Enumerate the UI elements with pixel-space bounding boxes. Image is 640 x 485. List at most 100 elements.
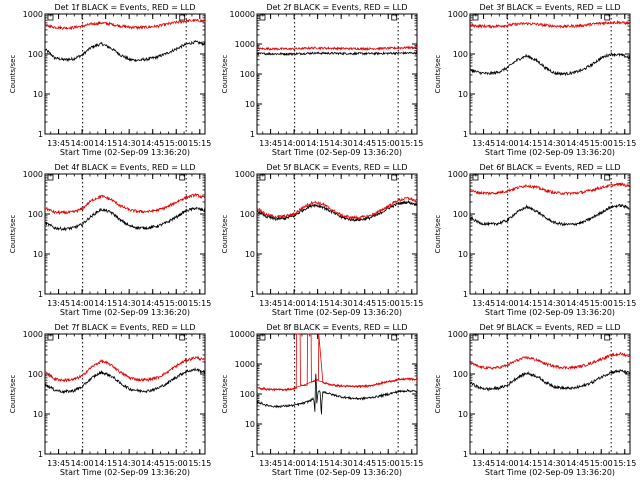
y-tick-label: 10 — [33, 250, 43, 259]
x-tick-label: 14:15 — [519, 139, 542, 148]
x-tick-label: 15:15 — [613, 459, 636, 468]
y-tick-label: 1 — [38, 450, 43, 459]
y-tick-label: 100 — [28, 50, 43, 59]
y-tick-label: 100 — [28, 210, 43, 219]
y-tick-label: 100 — [240, 70, 255, 79]
top-marker-box — [472, 174, 479, 181]
x-tick-label: 15:15 — [400, 459, 423, 468]
top-marker-box — [259, 334, 266, 341]
x-tick-label: 13:45 — [472, 139, 495, 148]
x-tick-label: 15:00 — [590, 299, 613, 308]
top-marker-box — [604, 14, 611, 21]
y-tick-label: 1 — [463, 290, 468, 299]
top-marker-box — [604, 334, 611, 341]
y-tick-label: 1000 — [448, 170, 468, 179]
chart-panel-5: Det 5f BLACK = Events, RED = LLD 1 10 100 10… — [221, 163, 423, 317]
chart-panel-2: Det 2f BLACK = Events, RED = LLD 1 10 100 10… — [221, 3, 423, 157]
series-line-events — [469, 52, 631, 77]
y-tick-label: 100 — [453, 370, 468, 379]
x-tick-label: 14:30 — [330, 459, 353, 468]
x-tick-label: 14:15 — [306, 459, 329, 468]
top-marker-box — [179, 14, 186, 21]
x-axis-label: Start Time (02-Sep-09 13:36:20) — [272, 148, 402, 157]
series-line-events — [44, 206, 206, 232]
series-line-events — [256, 199, 418, 222]
top-marker-box — [391, 14, 398, 21]
chart-title: Det 9f BLACK = Events, RED = LLD — [479, 323, 620, 332]
y-axis-label: Counts/sec — [434, 55, 442, 94]
x-tick-label: 15:15 — [188, 139, 211, 148]
x-tick-label: 13:45 — [259, 459, 282, 468]
x-tick-label: 15:15 — [613, 139, 636, 148]
x-tick-label: 14:45 — [141, 299, 164, 308]
x-tick-label: 13:45 — [259, 299, 282, 308]
plot-frame — [469, 333, 631, 455]
top-marker-box — [259, 174, 266, 181]
y-tick-label: 1 — [250, 130, 255, 139]
series-line-lld — [470, 352, 631, 371]
top-marker-box — [259, 14, 266, 21]
series-line-lld — [469, 181, 631, 196]
x-tick-label: 14:30 — [543, 459, 566, 468]
y-tick-label: 1000 — [23, 170, 43, 179]
x-tick-label: 13:45 — [47, 139, 70, 148]
x-tick-label: 14:00 — [496, 299, 519, 308]
x-tick-label: 14:30 — [118, 299, 141, 308]
plot-frame — [256, 13, 418, 135]
series-line-events — [469, 203, 631, 227]
x-tick-label: 14:30 — [543, 139, 566, 148]
x-tick-label: 14:15 — [94, 299, 117, 308]
y-tick-label: 1000 — [448, 330, 468, 339]
x-tick-label: 14:45 — [353, 459, 376, 468]
x-tick-label: 13:45 — [47, 299, 70, 308]
x-tick-label: 14:45 — [566, 139, 589, 148]
plot-frame — [44, 333, 206, 455]
x-tick-label: 13:45 — [259, 139, 282, 148]
y-tick-label: 10 — [33, 410, 43, 419]
x-tick-label: 14:15 — [94, 139, 117, 148]
top-marker-box — [47, 334, 54, 341]
x-tick-label: 14:30 — [118, 459, 141, 468]
x-tick-label: 14:00 — [496, 139, 519, 148]
top-marker-box — [47, 174, 54, 181]
x-tick-label: 15:00 — [165, 139, 188, 148]
series-line-events — [469, 369, 631, 392]
x-tick-label: 14:45 — [353, 299, 376, 308]
x-tick-label: 14:45 — [566, 459, 589, 468]
y-tick-label: 10 — [33, 90, 43, 99]
y-tick-label: 1 — [463, 130, 468, 139]
x-tick-label: 15:00 — [590, 459, 613, 468]
chart-panel-1: Det 1f BLACK = Events, RED = LLD 1 10 100 10… — [9, 3, 211, 157]
x-tick-label: 14:30 — [330, 299, 353, 308]
x-tick-label: 15:00 — [165, 459, 188, 468]
x-tick-label: 15:00 — [165, 299, 188, 308]
chart-title: Det 5f BLACK = Events, RED = LLD — [266, 163, 407, 172]
x-tick-label: 14:00 — [496, 459, 519, 468]
series-line-lld — [256, 196, 418, 220]
x-tick-label: 14:45 — [353, 139, 376, 148]
top-marker-box — [472, 334, 479, 341]
x-tick-label: 15:15 — [188, 459, 211, 468]
y-tick-label: 10 — [458, 90, 468, 99]
y-tick-label: 1000 — [235, 360, 255, 369]
y-axis-label: Counts/sec — [9, 55, 17, 94]
plot-frame — [256, 173, 418, 295]
x-tick-label: 14:15 — [94, 459, 117, 468]
x-tick-label: 14:45 — [141, 459, 164, 468]
y-tick-label: 1 — [250, 450, 255, 459]
y-tick-label: 1 — [38, 290, 43, 299]
y-tick-label: 10 — [458, 250, 468, 259]
y-tick-label: 100 — [240, 390, 255, 399]
x-tick-label: 14:00 — [71, 459, 94, 468]
x-tick-label: 14:00 — [71, 139, 94, 148]
top-marker-box — [47, 14, 54, 21]
top-marker-box — [179, 174, 186, 181]
plot-frame — [44, 173, 206, 295]
x-tick-label: 14:00 — [283, 299, 306, 308]
x-tick-label: 14:45 — [566, 299, 589, 308]
x-tick-label: 14:15 — [519, 459, 542, 468]
y-tick-label: 1000 — [23, 330, 43, 339]
plot-frame — [469, 173, 631, 295]
x-tick-label: 14:15 — [306, 139, 329, 148]
